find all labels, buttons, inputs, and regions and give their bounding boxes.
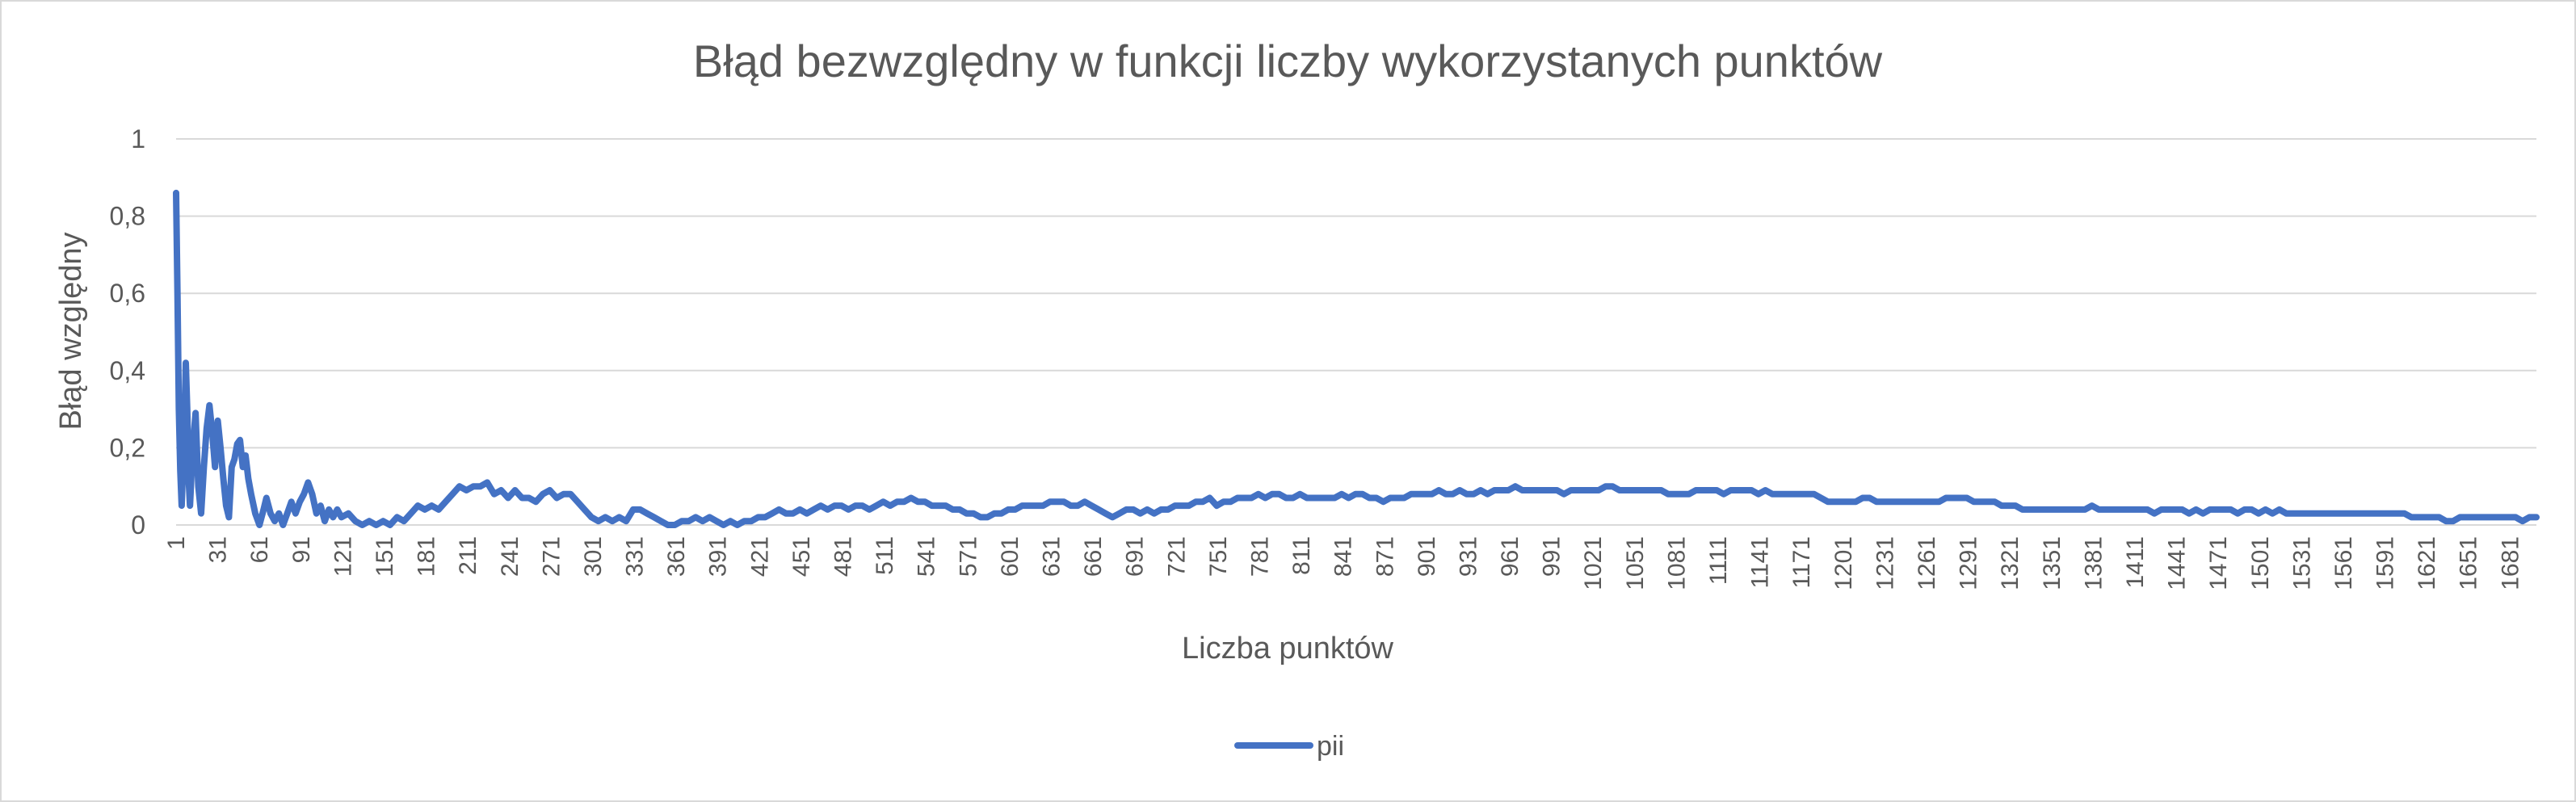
x-tick-label: 1351 (2039, 536, 2065, 590)
x-tick-label: 691 (1122, 536, 1149, 577)
x-tick-label: 1051 (1622, 536, 1649, 590)
x-tick-label: 1081 (1663, 536, 1690, 590)
x-tick-label: 391 (705, 536, 732, 577)
x-tick-labels: 1 31 61 91 121 151 181 211 241 271 301 331 361 391 421… (163, 536, 2523, 590)
x-tick-label: 331 (622, 536, 649, 577)
x-tick-label: 1681 (2497, 536, 2523, 590)
x-tick-label: 1201 (1830, 536, 1857, 590)
x-tick-label: 631 (1038, 536, 1065, 577)
legend: pii (1234, 731, 1344, 762)
x-tick-label: 991 (1539, 536, 1565, 577)
legend-label-pii: pii (1317, 731, 1344, 762)
x-tick-label: 1291 (1956, 536, 1982, 590)
chart-title: Błąd bezwzględny w funkcji liczby wykorz… (693, 36, 1883, 86)
x-tick-label: 1381 (2080, 536, 2107, 590)
x-tick-label: 1171 (1788, 536, 1815, 589)
x-tick-label: 91 (288, 536, 315, 563)
x-tick-label: 1141 (1747, 536, 1774, 589)
x-tick-label: 541 (914, 536, 940, 577)
x-tick-label: 1021 (1580, 536, 1607, 590)
x-tick-label: 421 (746, 536, 773, 577)
x-tick-label: 1471 (2205, 536, 2232, 590)
x-tick-label: 481 (830, 536, 857, 577)
x-tick-label: 1621 (2414, 536, 2440, 590)
x-tick-label: 361 (663, 536, 690, 577)
y-tick-label: 0 (131, 510, 145, 540)
x-tick-label: 301 (580, 536, 607, 577)
x-tick-label: 781 (1246, 536, 1273, 577)
x-tick-label: 571 (955, 536, 981, 577)
x-tick-label: 451 (788, 536, 815, 577)
x-tick-label: 901 (1414, 536, 1440, 577)
x-tick-label: 871 (1372, 536, 1398, 577)
series-layer (173, 189, 2540, 528)
x-tick-label: 841 (1330, 536, 1357, 577)
x-tick-label: 151 (372, 536, 398, 577)
y-tick-label: 0,8 (110, 202, 145, 231)
x-tick-label: 1111 (1705, 536, 1732, 585)
x-tick-label: 1261 (1914, 536, 1940, 590)
x-tick-label: 181 (414, 536, 440, 577)
x-tick-label: 1441 (2164, 536, 2191, 590)
y-tick-label: 0,6 (110, 279, 145, 308)
y-tick-label: 0,4 (110, 356, 145, 385)
y-tick-labels: 0 0,2 0,4 0,6 0,8 1 (110, 124, 145, 540)
x-tick-label: 1 (163, 536, 190, 550)
x-tick-label: 121 (330, 536, 356, 577)
x-tick-label: 1531 (2288, 536, 2315, 590)
x-tick-label: 271 (538, 536, 565, 577)
x-tick-label: 661 (1080, 536, 1107, 577)
y-tick-label: 0,2 (110, 433, 145, 462)
x-tick-label: 751 (1205, 536, 1232, 577)
x-tick-label: 211 (455, 536, 481, 575)
x-tick-label: 1411 (2122, 536, 2149, 589)
x-tick-label: 1231 (1872, 536, 1898, 590)
series-line-pii (173, 189, 2540, 528)
y-tick-label: 1 (131, 124, 145, 153)
x-tick-label: 961 (1497, 536, 1523, 577)
x-tick-label: 811 (1288, 536, 1315, 575)
gridlines (176, 138, 2536, 526)
x-tick-label: 31 (205, 536, 232, 563)
x-tick-label: 931 (1455, 536, 1481, 577)
x-axis-title: Liczba punktów (1182, 632, 1393, 666)
x-tick-label: 511 (872, 536, 898, 575)
y-axis-title: Błąd względny (54, 232, 88, 430)
x-tick-label: 241 (497, 536, 523, 577)
x-tick-label: 61 (246, 536, 273, 563)
x-tick-label: 721 (1163, 536, 1190, 577)
x-tick-label: 1321 (1997, 536, 2023, 590)
x-tick-label: 1591 (2372, 536, 2399, 590)
x-tick-label: 601 (997, 536, 1023, 577)
x-tick-label: 1501 (2247, 536, 2274, 590)
x-tick-label: 1651 (2456, 536, 2482, 590)
x-tick-label: 1561 (2330, 536, 2357, 590)
